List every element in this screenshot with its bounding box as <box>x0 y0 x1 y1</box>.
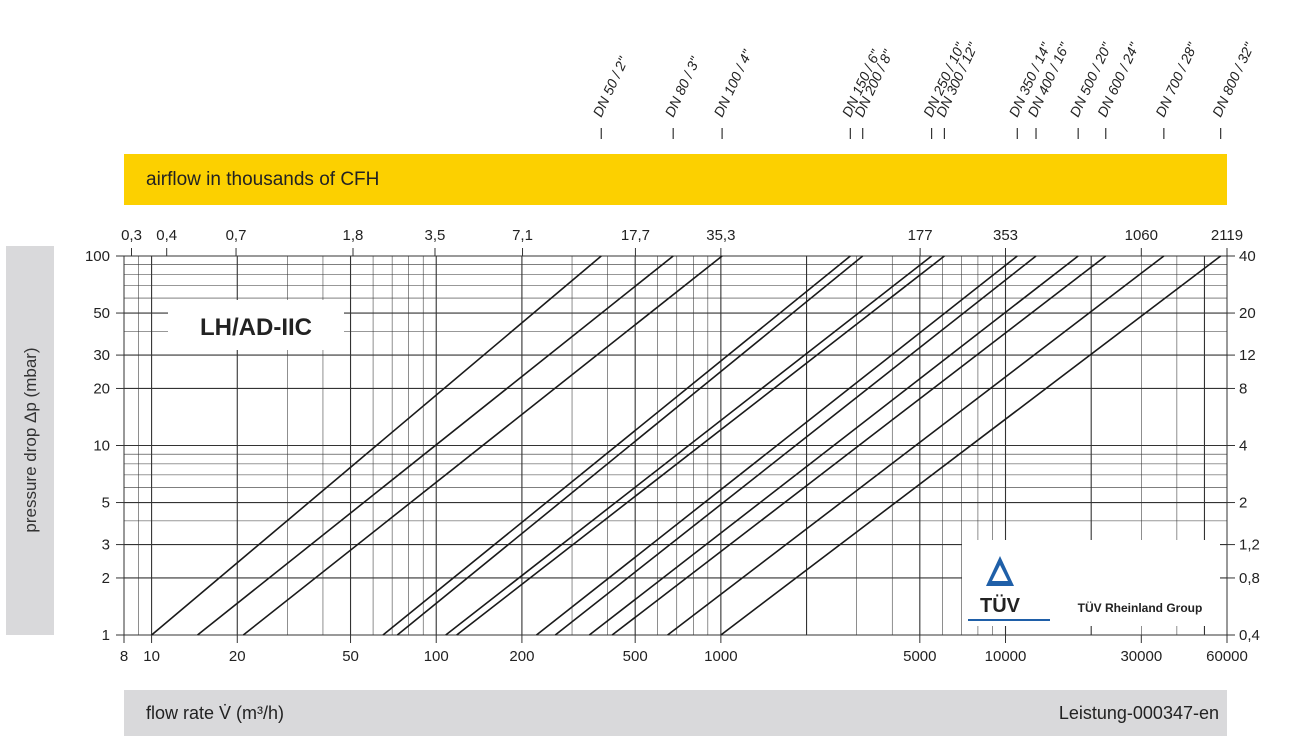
tuv-triangle-icon <box>986 556 1014 586</box>
series-line <box>382 255 851 636</box>
y-tick-label: 100 <box>85 248 110 265</box>
x-tick-label: 60000 <box>1206 648 1248 665</box>
top-axis-label: airflow in thousands of CFH <box>146 169 380 190</box>
series-line <box>535 255 1018 636</box>
series-line <box>611 255 1107 636</box>
x-axis-label-panel: flow rate V̇ (m³/h) Leistung-000347-en <box>124 690 1227 736</box>
x-tick-label: 100 <box>424 648 449 665</box>
logo-brand: TÜV <box>980 594 1021 617</box>
top-tick-label: 353 <box>993 227 1018 244</box>
x-tick-label: 200 <box>509 648 534 665</box>
y-tick-label: 1 <box>102 627 110 644</box>
x-tick-label: 1000 <box>704 648 737 665</box>
series-line <box>720 255 1222 636</box>
x-tick-label: 5000 <box>903 648 936 665</box>
x-tick-label: 8 <box>120 648 128 665</box>
logo-group: TÜV Rheinland Group <box>1078 600 1203 615</box>
y-tick-label: 2 <box>102 570 110 587</box>
right-tick-label: 40 <box>1239 248 1256 265</box>
y-tick-label: 20 <box>93 380 110 397</box>
x-tick-label: 20 <box>229 648 246 665</box>
x-tick-label: 10 <box>143 648 160 665</box>
series-line <box>151 255 602 636</box>
y-tick-label: 3 <box>102 537 110 554</box>
top-tick-label: 2119 <box>1211 227 1243 244</box>
y-tick-label: 5 <box>102 495 110 512</box>
x-tick-label: 10000 <box>985 648 1027 665</box>
series-line <box>396 255 864 636</box>
series-line <box>242 255 723 636</box>
top-tick-label: 0,4 <box>156 227 177 244</box>
dn-label: DN 100 / 4" <box>710 46 755 119</box>
chart-title: LH/AD-IIC <box>200 314 312 341</box>
top-tick-label: 0,7 <box>226 227 247 244</box>
y-tick-label: 10 <box>93 438 110 455</box>
dn-label: DN 50 / 2" <box>589 53 631 119</box>
top-tick-label: 0,3 <box>121 227 142 244</box>
right-tick-label: 0,4 <box>1239 627 1260 644</box>
right-tick-label: 0,8 <box>1239 570 1260 587</box>
right-tick-label: 2 <box>1239 495 1247 512</box>
y-tick-label: 30 <box>93 347 110 364</box>
right-tick-label: 8 <box>1239 380 1247 397</box>
y-axis-label-panel <box>6 246 54 635</box>
title-box <box>168 300 344 350</box>
top-tick-label: 177 <box>908 227 933 244</box>
top-axis-label-panel: airflow in thousands of CFH <box>124 154 1227 205</box>
top-tick-label: 3,5 <box>425 227 446 244</box>
series-line <box>667 255 1165 636</box>
right-tick-label: 4 <box>1239 438 1247 455</box>
x-tick-label: 500 <box>623 648 648 665</box>
document-code: Leistung-000347-en <box>1058 703 1219 723</box>
series-line <box>456 255 945 636</box>
top-tick-label: 35,3 <box>706 227 735 244</box>
x-axis-label: flow rate V̇ (m³/h) <box>146 703 285 723</box>
x-tick-label: 50 <box>342 648 359 665</box>
dn-label: DN 80 / 3" <box>661 53 703 119</box>
series-line <box>588 255 1079 636</box>
top-tick-label: 1,8 <box>343 227 364 244</box>
right-tick-label: 20 <box>1239 305 1256 322</box>
right-tick-label: 1,2 <box>1239 537 1260 554</box>
series-line <box>197 255 674 636</box>
top-tick-label: 17,7 <box>621 227 650 244</box>
dn-label: DN 800 / 32" <box>1209 39 1258 119</box>
series-line <box>554 255 1037 636</box>
right-tick-label: 12 <box>1239 347 1256 364</box>
top-tick-label: 7,1 <box>512 227 533 244</box>
y-tick-label: 50 <box>93 305 110 322</box>
x-tick-label: 30000 <box>1120 648 1162 665</box>
dn-label: DN 700 / 28" <box>1152 39 1201 119</box>
top-tick-label: 1060 <box>1125 227 1158 244</box>
series-line <box>445 255 933 636</box>
